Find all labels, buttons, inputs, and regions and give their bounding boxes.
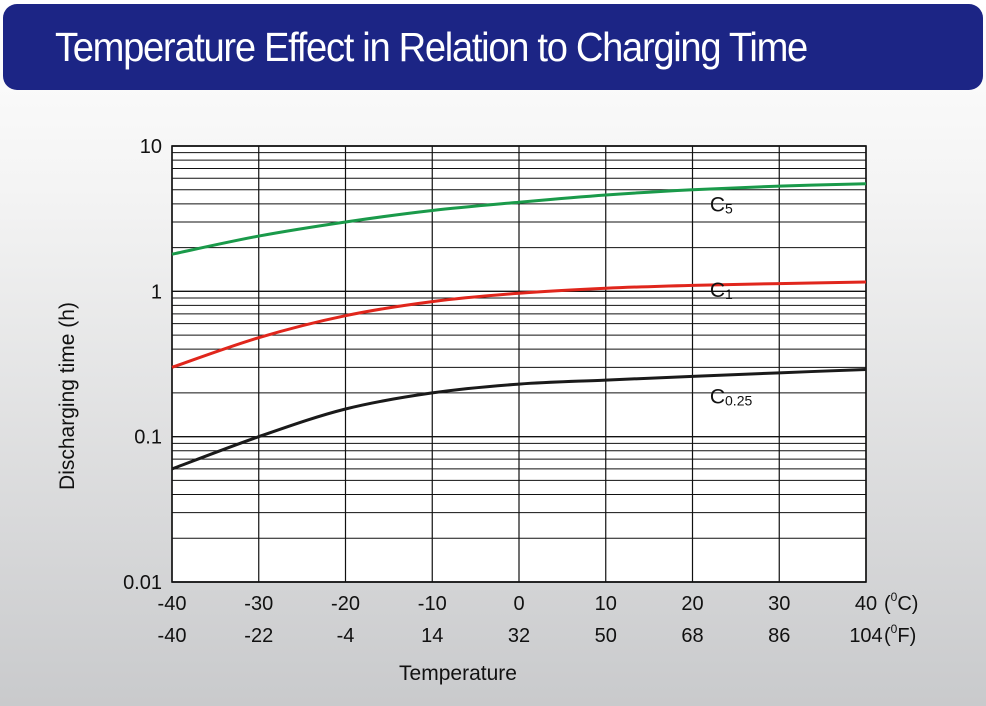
series-label: C1 bbox=[710, 279, 733, 302]
x-tick-label-c: 0 bbox=[513, 593, 524, 615]
series-group bbox=[171, 182, 867, 471]
x-tick-label-c: 30 bbox=[768, 593, 790, 615]
y-tick-label: 0.01 bbox=[123, 572, 162, 594]
axis-labels: C5 C1 C0.25 Temperature Discharging time (h) bbox=[56, 194, 752, 685]
x-tick-label-f: 68 bbox=[681, 625, 703, 647]
x-tick-label-f: 14 bbox=[421, 625, 443, 647]
y-tick-label: 1 bbox=[151, 281, 162, 303]
x-tick-label-f: -40 bbox=[158, 625, 187, 647]
x-tick-label-f: 32 bbox=[508, 625, 530, 647]
x-axis-title: Temperature bbox=[399, 662, 517, 685]
x-unit-label: (0F) bbox=[884, 622, 916, 647]
x-tick-label-c: 10 bbox=[595, 593, 617, 615]
x-tick-label-c: 20 bbox=[681, 593, 703, 615]
x-tick-label-c: -30 bbox=[244, 593, 273, 615]
x-tick-label-c: -20 bbox=[331, 593, 360, 615]
x-tick-label-c: -10 bbox=[418, 593, 447, 615]
series-line-1 bbox=[171, 280, 867, 369]
x-tick-label-f: 104 bbox=[849, 625, 882, 647]
series-line-2 bbox=[171, 367, 867, 471]
y-axis-title: Discharging time (h) bbox=[56, 302, 79, 490]
x-tick-label-f: 50 bbox=[595, 625, 617, 647]
y-tick-label: 0.1 bbox=[134, 427, 162, 449]
y-tick-label: 10 bbox=[140, 136, 162, 158]
series-line-0 bbox=[171, 182, 867, 256]
x-unit-label: (0C) bbox=[884, 590, 918, 615]
x-tick-label-c: 40 bbox=[855, 593, 877, 615]
x-tick-labels: -40 -40 -30 -22 -20 -4 -10 14 0 32 10 50 20 68 30 86 40 1… bbox=[158, 590, 919, 647]
chart-title: Temperature Effect in Relation to Chargi… bbox=[55, 24, 808, 70]
series-label: C0.25 bbox=[710, 385, 753, 408]
x-tick-label-c: -40 bbox=[158, 593, 187, 615]
title-bar: Temperature Effect in Relation to Chargi… bbox=[3, 4, 983, 90]
y-tick-labels: 10 1 0.1 0.01 bbox=[123, 136, 162, 594]
x-tick-label-f: 86 bbox=[768, 625, 790, 647]
x-tick-label-f: -22 bbox=[244, 625, 273, 647]
series-label: C5 bbox=[710, 194, 733, 217]
grid bbox=[171, 145, 867, 583]
x-tick-label-f: -4 bbox=[337, 625, 355, 647]
